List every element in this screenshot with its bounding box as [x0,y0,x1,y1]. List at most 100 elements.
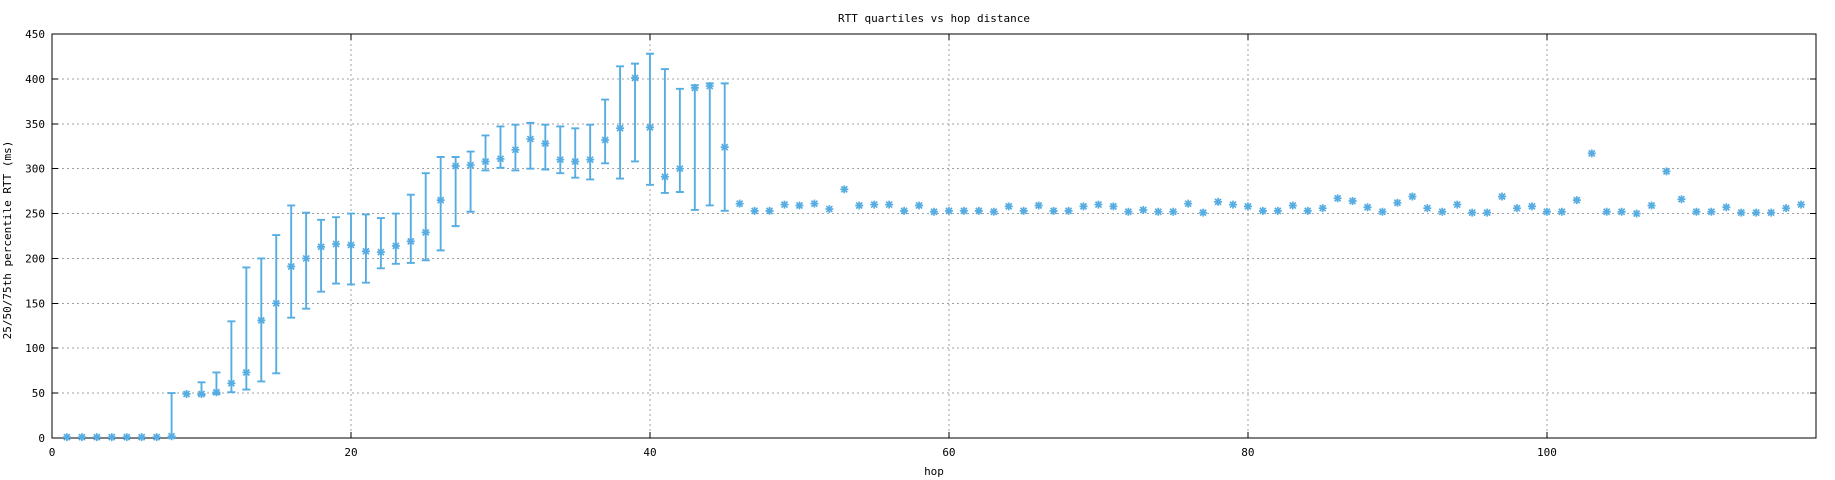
median-marker [496,154,505,163]
median-marker [1184,199,1193,208]
error-bar [645,52,654,186]
median-marker [1124,207,1133,216]
y-tick-label: 300 [25,163,45,176]
median-marker [720,143,729,152]
median-marker [1527,202,1536,211]
median-marker [1647,201,1656,210]
median-marker [870,200,879,209]
median-marker [227,379,236,388]
median-marker [92,433,101,442]
plot-border [51,33,1817,439]
error-bar [376,217,385,270]
median-marker [959,206,968,215]
median-marker [77,433,86,442]
median-marker [1034,201,1043,210]
median-marker [1617,207,1626,216]
median-marker [1557,207,1566,216]
tick-layer [51,33,1816,439]
x-tick-label: 40 [643,446,656,459]
median-marker [1692,207,1701,216]
median-marker [631,73,640,82]
error-bar [346,212,355,286]
y-tick-label: 350 [25,118,45,131]
median-marker [1019,206,1028,215]
median-marker [346,240,355,249]
median-marker [1632,209,1641,218]
median-marker [242,368,251,377]
median-marker [1408,192,1417,201]
error-bar [586,123,595,181]
median-marker [361,247,370,256]
median-marker [1483,208,1492,217]
median-marker [1722,203,1731,212]
error-bar [466,150,475,213]
median-marker [62,433,71,442]
median-marker [526,135,535,144]
chart-title: RTT quartiles vs hop distance [838,12,1030,25]
y-tick-label: 200 [25,252,45,265]
median-marker [675,164,684,173]
median-marker [376,248,385,257]
median-marker [1542,207,1551,216]
x-tick-label: 100 [1537,446,1557,459]
median-marker [302,254,311,263]
x-axis-label: hop [924,465,944,478]
y-tick-label: 250 [25,208,45,221]
error-bar [391,212,400,265]
median-marker [1707,207,1716,216]
error-bar [571,127,580,179]
median-marker [1378,207,1387,216]
median-marker [915,201,924,210]
median-marker [1288,201,1297,210]
y-axis-label: 25/50/75th percentile RTT (ms) [1,141,14,340]
median-marker [1139,205,1148,214]
median-marker [511,145,520,154]
median-marker [1453,200,1462,209]
median-marker [705,82,714,91]
median-marker [795,201,804,210]
x-tick-label: 60 [942,446,955,459]
error-bar [616,65,625,180]
median-marker [167,432,176,441]
y-tick-label: 0 [38,432,45,445]
median-marker [1303,206,1312,215]
median-marker [451,161,460,170]
median-marker [1587,149,1596,158]
median-marker [1258,206,1267,215]
x-tick-label: 0 [49,446,56,459]
median-marker [1797,200,1806,209]
median-marker [1154,207,1163,216]
error-bar [317,218,326,293]
median-marker [944,206,953,215]
median-marker [406,237,415,246]
median-marker [1243,202,1252,211]
median-marker [660,172,669,181]
error-bar [167,392,176,439]
median-marker [735,199,744,208]
median-marker [182,390,191,399]
median-marker [1049,206,1058,215]
median-marker [1737,208,1746,217]
median-marker [317,242,326,251]
median-marker [1572,196,1581,205]
median-marker [750,206,759,215]
median-marker [436,196,445,205]
x-tick-label: 20 [344,446,357,459]
median-marker [1109,202,1118,211]
median-marker [1677,195,1686,204]
median-marker [1273,206,1282,215]
error-bar [287,204,296,319]
median-marker [601,135,610,144]
median-marker [690,83,699,92]
median-marker [1513,204,1522,213]
median-marker [421,228,430,237]
median-marker [212,388,221,397]
median-marker [272,299,281,308]
median-marker [466,161,475,170]
median-marker [122,433,131,442]
median-marker [137,433,146,442]
median-marker [1094,200,1103,209]
error-bar [421,172,430,262]
error-bar [406,193,415,264]
error-bar [556,125,565,175]
